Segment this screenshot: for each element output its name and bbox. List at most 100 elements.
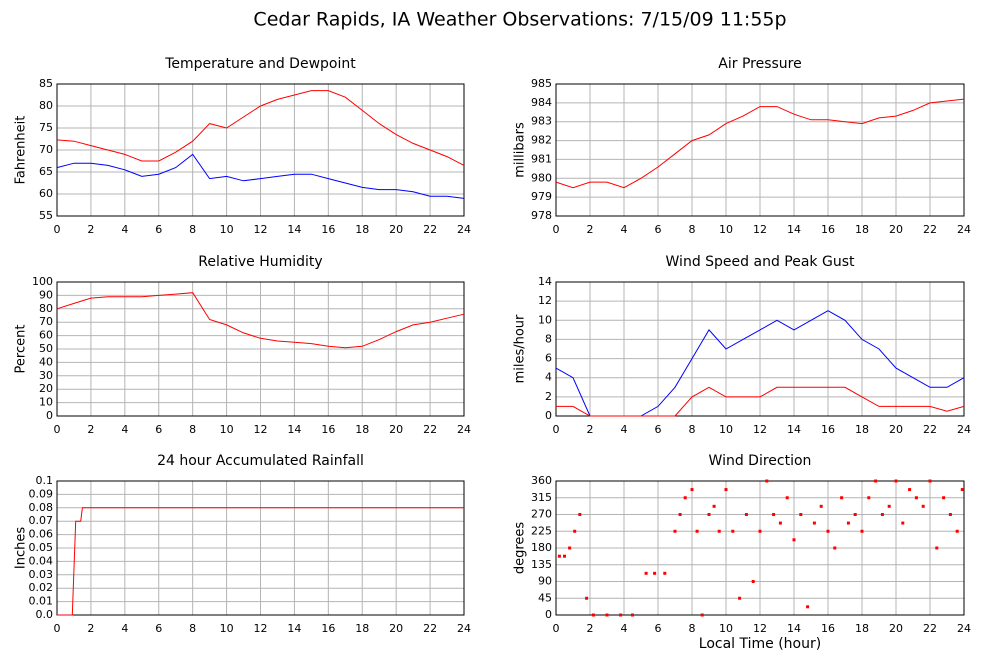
x-tick-label: 10 [719,223,733,236]
data-point [653,571,657,575]
x-tick-label: 6 [155,622,162,635]
y-tick-label: 0 [46,409,53,422]
y-axis-label: millibars [513,122,528,178]
y-tick-label: 180 [531,541,552,554]
x-tick-label: 24 [957,622,971,635]
x-tick-label: 12 [753,622,767,635]
y-tick-label: 10 [39,396,53,409]
x-tick-label: 16 [821,622,835,635]
x-tick-label: 18 [855,223,869,236]
panel-title: Wind Direction [709,453,812,469]
x-tick-label: 14 [287,423,301,436]
y-tick-label: 0.06 [29,528,54,541]
x-tick-label: 8 [689,622,696,635]
panel-title: Wind Speed and Peak Gust [666,254,855,270]
x-tick-label: 6 [655,223,662,236]
data-point [744,513,748,516]
x-tick-label: 8 [189,423,196,436]
data-point [840,496,844,500]
y-tick-label: 65 [39,165,53,178]
plot-frame [555,281,965,417]
x-tick-label: 12 [254,223,268,236]
x-tick-label: 24 [457,423,471,436]
y-tick-label: 0.05 [29,541,54,554]
y-tick-label: 0.0 [36,608,54,621]
y-tick-label: 60 [39,187,53,200]
y-tick-label: 2 [545,390,552,403]
data-point [758,529,762,533]
x-tick-label: 14 [287,223,301,236]
x-tick-label: 4 [121,223,128,236]
x-tick-label: 24 [457,622,471,635]
x-tick-label: 22 [423,223,437,236]
x-tick-label: 18 [355,423,369,436]
y-axis-label: Inches [14,527,29,569]
y-tick-label: 4 [545,371,552,384]
x-tick-label: 6 [155,423,162,436]
y-tick-label: 100 [32,275,53,288]
y-tick-label: 8 [545,332,552,345]
data-line [556,386,965,417]
data-point [960,488,964,492]
x-tick-label: 10 [719,622,733,635]
x-tick-label: 6 [655,622,662,635]
x-tick-label: 12 [753,423,767,436]
x-tick-label: 6 [155,223,162,236]
data-point [573,529,577,533]
x-tick-label: 0 [54,622,61,635]
y-tick-label: 20 [39,382,53,395]
y-tick-label: 978 [531,209,552,222]
y-tick-label: 75 [39,121,53,134]
y-tick-label: 0.04 [29,554,54,567]
data-line [56,90,465,166]
x-tick-label: 18 [855,622,869,635]
data-line [57,507,464,616]
data-point [826,529,830,533]
data-point [765,479,769,483]
data-point [738,596,742,600]
data-point [683,496,687,500]
x-tick-label: 8 [189,622,196,635]
data-point [731,529,735,533]
y-tick-label: 70 [39,315,53,328]
y-axis-label: miles/hour [513,314,528,383]
panel-title: Temperature and Dewpoint [164,56,356,72]
data-point [894,479,898,483]
x-tick-label: 2 [587,423,594,436]
x-tick-label: 8 [689,223,696,236]
x-tick-label: 22 [423,622,437,635]
data-point [673,529,677,533]
y-tick-label: 0.09 [29,487,54,500]
y-tick-label: 60 [39,329,53,342]
x-tick-label: 10 [719,423,733,436]
x-tick-label: 18 [355,622,369,635]
data-point [887,504,891,508]
data-point [853,513,857,516]
y-tick-label: 315 [531,491,552,504]
y-tick-label: 0.1 [36,474,54,487]
data-point [880,513,884,516]
data-line [56,153,465,199]
x-tick-label: 10 [220,622,234,635]
x-tick-label: 0 [553,223,560,236]
y-tick-label: 0 [545,409,552,422]
x-tick-label: 12 [254,423,268,436]
x-tick-label: 16 [321,223,335,236]
data-point [860,529,864,533]
y-tick-label: 0.02 [29,581,54,594]
data-point [867,496,871,500]
y-tick-label: 985 [531,77,552,90]
y-tick-label: 14 [538,275,552,288]
data-point [921,504,925,508]
x-tick-label: 20 [889,223,903,236]
data-point [914,496,918,500]
panel-title: Relative Humidity [198,254,322,270]
data-point [792,538,796,542]
x-tick-label: 8 [189,223,196,236]
y-tick-label: 90 [39,288,53,301]
y-tick-label: 6 [545,352,552,365]
panel-title: 24 hour Accumulated Rainfall [157,453,364,469]
data-point [557,554,561,558]
data-point [578,513,582,516]
